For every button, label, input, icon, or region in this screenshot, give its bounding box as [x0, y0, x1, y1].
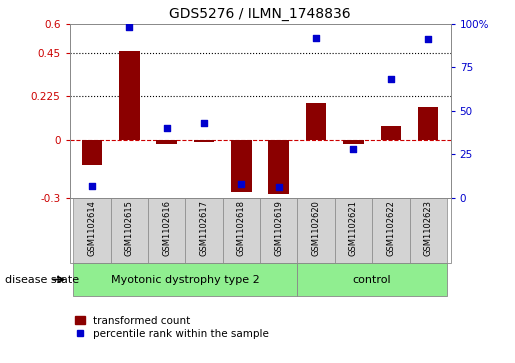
Text: GSM1102623: GSM1102623: [424, 200, 433, 256]
Bar: [73, 198, 111, 263]
Point: [312, 34, 320, 40]
Point: [274, 184, 283, 190]
Bar: [298, 198, 335, 263]
Bar: [343, 140, 364, 144]
Point: [200, 120, 208, 126]
Text: GSM1102616: GSM1102616: [162, 200, 171, 256]
Point: [424, 36, 432, 42]
Text: GSM1102617: GSM1102617: [199, 200, 209, 256]
Bar: [298, 263, 447, 296]
Bar: [194, 140, 214, 142]
Text: Myotonic dystrophy type 2: Myotonic dystrophy type 2: [111, 274, 260, 285]
Text: disease state: disease state: [5, 274, 79, 285]
Bar: [260, 198, 298, 263]
Point: [387, 77, 395, 82]
Point: [125, 24, 133, 30]
Text: GSM1102621: GSM1102621: [349, 200, 358, 256]
Text: GSM1102618: GSM1102618: [237, 200, 246, 256]
Text: GSM1102620: GSM1102620: [312, 200, 321, 256]
Bar: [73, 263, 298, 296]
Text: GSM1102615: GSM1102615: [125, 200, 134, 256]
Point: [349, 146, 357, 152]
Text: GSM1102614: GSM1102614: [88, 200, 96, 256]
Bar: [268, 140, 289, 194]
Legend: transformed count, percentile rank within the sample: transformed count, percentile rank withi…: [75, 315, 269, 339]
Point: [88, 183, 96, 188]
Title: GDS5276 / ILMN_1748836: GDS5276 / ILMN_1748836: [169, 7, 351, 21]
Bar: [111, 198, 148, 263]
Bar: [381, 126, 401, 140]
Bar: [157, 140, 177, 144]
Bar: [231, 140, 252, 192]
Bar: [306, 103, 327, 140]
Bar: [335, 198, 372, 263]
Bar: [418, 107, 438, 140]
Bar: [148, 198, 185, 263]
Bar: [82, 140, 102, 165]
Bar: [222, 198, 260, 263]
Bar: [119, 51, 140, 140]
Point: [163, 125, 171, 131]
Text: GSM1102622: GSM1102622: [386, 200, 396, 256]
Bar: [409, 198, 447, 263]
Text: GSM1102619: GSM1102619: [274, 200, 283, 256]
Text: control: control: [353, 274, 391, 285]
Bar: [185, 198, 222, 263]
Bar: [372, 198, 409, 263]
Point: [237, 181, 246, 187]
